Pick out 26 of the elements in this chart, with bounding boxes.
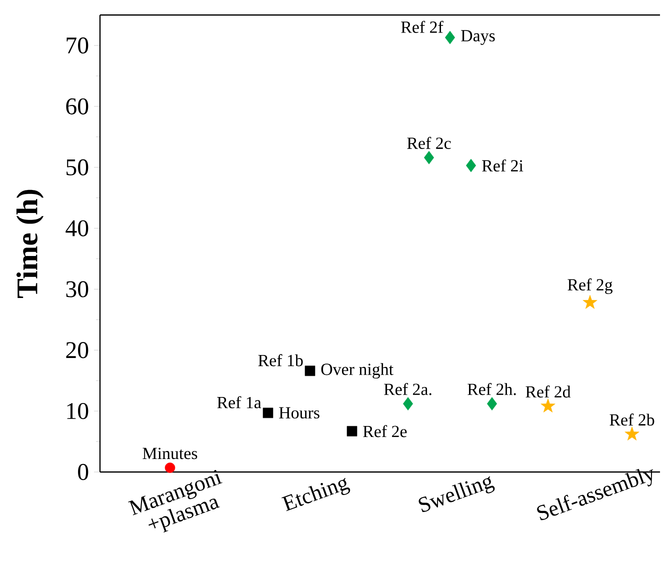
y-tick-label: 50 [66,159,88,176]
y-tick-label: 60 [66,98,88,114]
y-tick-label: 40 [66,220,88,236]
y-tick-label: 0 [78,464,88,480]
annotation: Ref 1b [258,354,303,366]
annotation: Ref 2h. [468,383,516,396]
annotation: Ref 2f [401,20,444,33]
annotation: Ref 2c [407,136,451,149]
y-tick-label: 10 [67,402,88,420]
annotation: Ref 2b [610,414,654,426]
annotation: Minutes [142,448,198,460]
y-axis-title: Time (h) [16,190,44,298]
x-tick-label: Etching [282,478,350,512]
annotation: Hours [279,407,320,419]
annotation: Over night [321,363,394,379]
y-tick-label: 30 [66,281,88,298]
y-tick-label: 20 [66,342,88,358]
annotation: Days [461,30,495,45]
y-tick-label: 70 [66,37,88,54]
annotation: Ref 2i [482,159,524,172]
x-tick-label: Swelling [418,476,495,512]
annotation: Ref 2e [363,425,407,438]
annotation: Ref 2g [568,278,612,294]
annotation: Ref 2a. [384,383,432,396]
annotation: Ref 2d [526,386,571,398]
annotation: Ref 1a [217,396,262,408]
